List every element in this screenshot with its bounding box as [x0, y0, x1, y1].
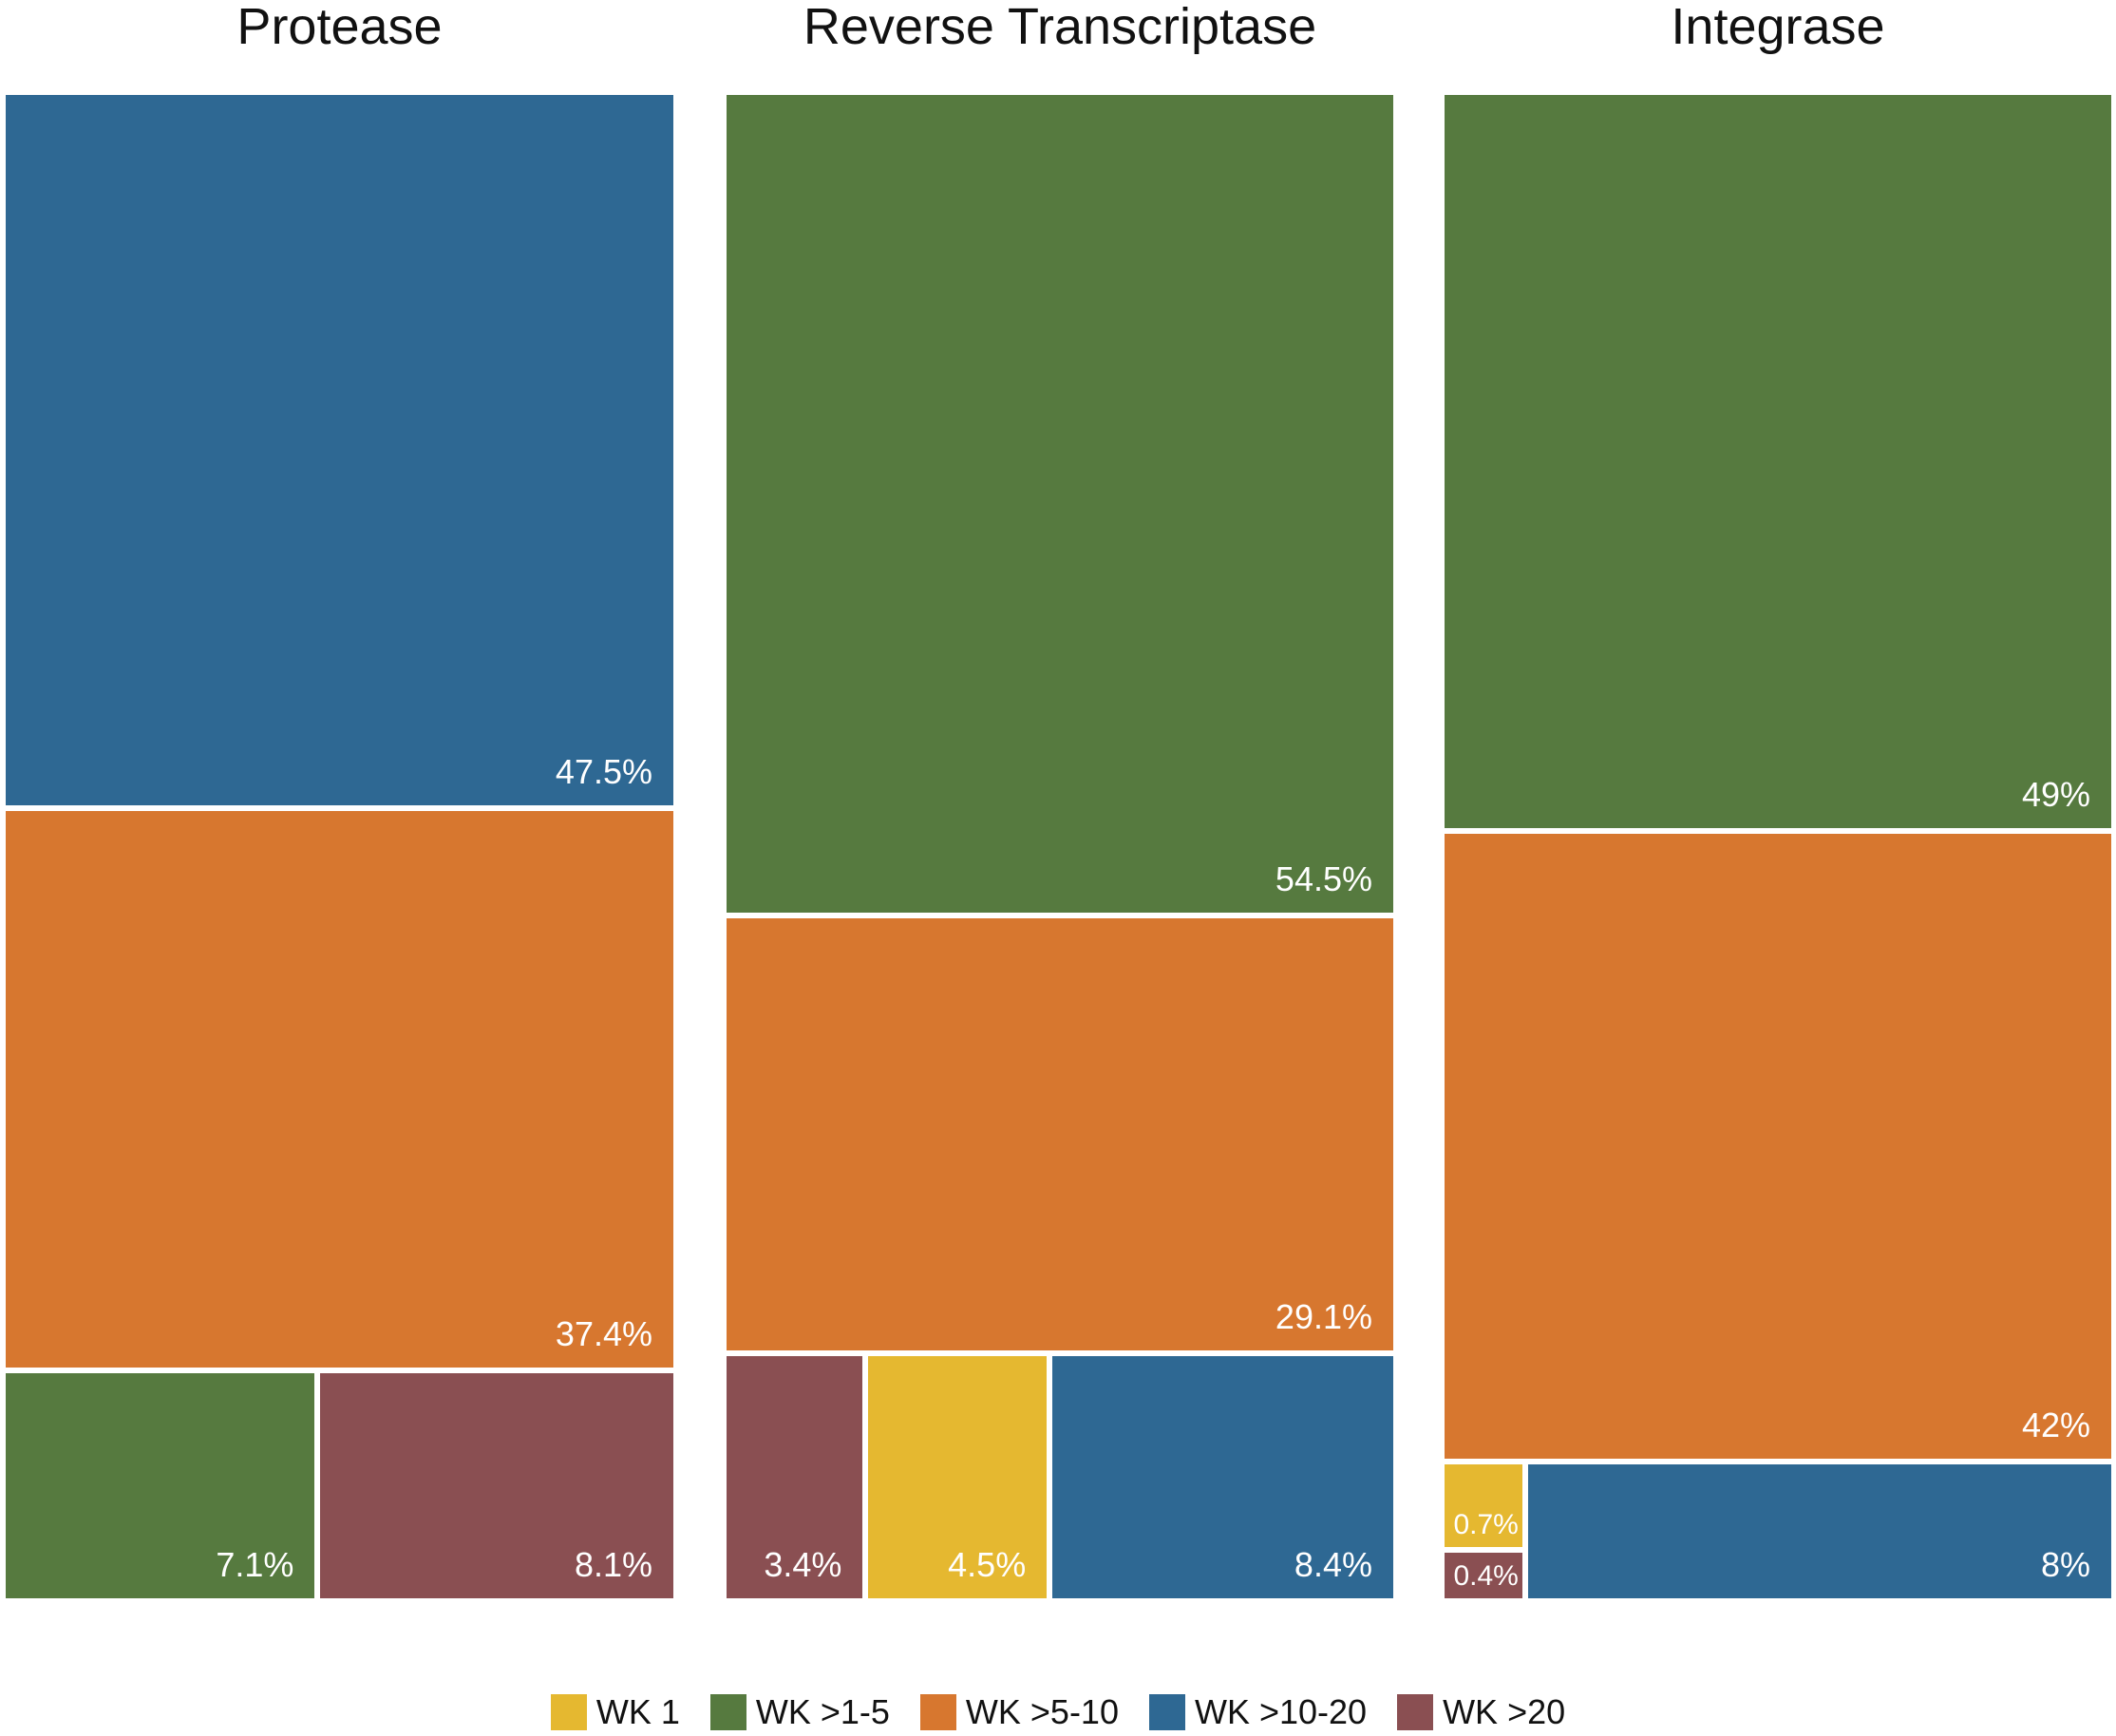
legend-swatch	[709, 1694, 746, 1730]
tile-protease-wk-5-10: 37.4%	[6, 811, 673, 1368]
legend-label: WK 1	[595, 1692, 680, 1731]
tile-value-label: 8.4%	[1294, 1544, 1372, 1584]
tile-protease-wk-10-20: 47.5%	[6, 95, 673, 806]
tile-value-label: 8.1%	[574, 1544, 652, 1584]
legend-label: WK >10-20	[1194, 1692, 1368, 1731]
tile-value-label: 0.7%	[1453, 1508, 1519, 1540]
tile-reverse-transcriptase-wk-5-10: 29.1%	[727, 917, 1393, 1350]
tile-reverse-transcriptase-wk-1: 4.5%	[868, 1355, 1048, 1598]
panel-title-integrase: Integrase	[1671, 0, 1885, 55]
tile-value-label: 7.1%	[216, 1544, 294, 1584]
tile-integrase-wk-20: 0.4%	[1445, 1552, 1522, 1598]
panel-title-reverse-transcriptase: Reverse Transcriptase	[803, 0, 1317, 55]
legend-swatch	[550, 1694, 587, 1730]
tile-value-label: 42%	[2021, 1406, 2090, 1445]
tile-protease-wk-20: 8.1%	[320, 1372, 673, 1598]
panel-title-protease: Protease	[236, 0, 443, 55]
tile-value-label: 8%	[2040, 1544, 2090, 1584]
tile-integrase-wk-5-10: 42%	[1445, 833, 2111, 1460]
legend-item-wk-1: WK 1	[550, 1692, 680, 1732]
tile-value-label: 0.4%	[1453, 1559, 1519, 1592]
legend: WK 1 WK >1-5 WK >5-10 WK >10-20 WK >20	[0, 1689, 2116, 1736]
legend-item-wk-20: WK >20	[1397, 1692, 1565, 1732]
tile-value-label: 29.1%	[1275, 1296, 1372, 1336]
tile-value-label: 4.5%	[948, 1544, 1027, 1584]
legend-swatch	[919, 1694, 956, 1730]
tile-protease-wk-1-5: 7.1%	[6, 1372, 315, 1598]
tile-integrase-wk-1-5: 49%	[1445, 95, 2111, 828]
legend-swatch	[1397, 1694, 1434, 1730]
tile-value-label: 37.4%	[555, 1313, 652, 1353]
legend-item-wk-5-10: WK >5-10	[919, 1692, 1119, 1732]
tile-reverse-transcriptase-wk-10-20: 8.4%	[1052, 1355, 1393, 1598]
tile-value-label: 54.5%	[1275, 859, 1372, 898]
tile-value-label: 3.4%	[764, 1544, 842, 1584]
legend-label: WK >1-5	[755, 1692, 890, 1731]
legend-item-wk-10-20: WK >10-20	[1148, 1692, 1368, 1732]
tile-integrase-wk-1: 0.7%	[1445, 1464, 1522, 1547]
tile-value-label: 49%	[2021, 774, 2090, 814]
tile-value-label: 47.5%	[555, 752, 652, 792]
legend-label: WK >20	[1443, 1692, 1566, 1731]
tile-reverse-transcriptase-wk-1-5: 54.5%	[727, 95, 1393, 913]
tile-reverse-transcriptase-wk-20: 3.4%	[727, 1355, 863, 1598]
legend-label: WK >5-10	[965, 1692, 1119, 1731]
tile-integrase-wk-10-20: 8%	[1527, 1464, 2111, 1598]
legend-swatch	[1148, 1694, 1185, 1730]
legend-item-wk-1-5: WK >1-5	[709, 1692, 890, 1732]
